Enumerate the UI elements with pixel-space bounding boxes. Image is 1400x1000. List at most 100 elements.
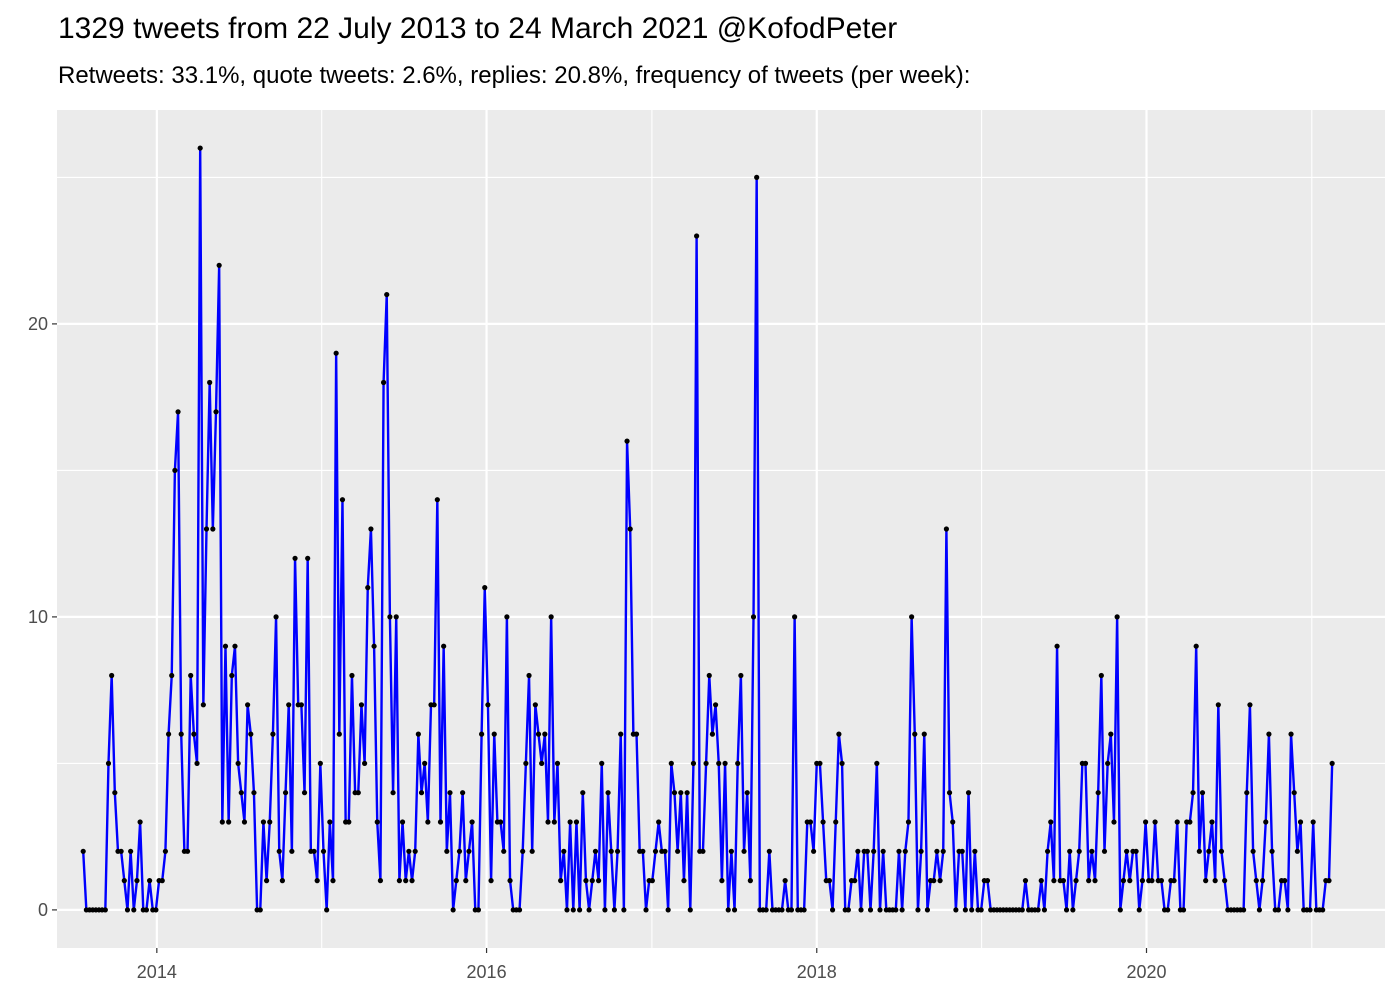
- data-point: [346, 819, 352, 825]
- data-point: [267, 819, 273, 825]
- data-point: [213, 409, 219, 415]
- data-point: [507, 878, 513, 884]
- data-point: [1035, 907, 1041, 913]
- data-point: [561, 848, 567, 854]
- data-point: [950, 819, 956, 825]
- data-point: [564, 907, 570, 913]
- data-point: [491, 731, 497, 737]
- data-point: [924, 907, 931, 913]
- data-point: [1288, 731, 1294, 737]
- data-point: [902, 848, 908, 854]
- data-point: [245, 702, 251, 708]
- data-point: [735, 760, 741, 767]
- data-point: [219, 819, 225, 825]
- data-point: [229, 672, 235, 679]
- data-point: [893, 907, 899, 913]
- data-point: [1297, 819, 1304, 825]
- data-point: [700, 848, 706, 854]
- data-point: [577, 907, 583, 913]
- data-point: [1329, 760, 1335, 767]
- data-point: [80, 848, 86, 854]
- x-tick-label: 2016: [467, 962, 507, 982]
- data-point: [545, 819, 551, 825]
- data-point: [399, 819, 406, 825]
- data-point: [425, 819, 431, 825]
- data-point: [1158, 878, 1165, 884]
- data-point: [946, 790, 953, 796]
- data-point: [159, 878, 165, 884]
- data-point: [728, 848, 734, 854]
- data-point: [899, 907, 905, 913]
- data-point: [1082, 760, 1089, 767]
- data-point: [207, 379, 213, 386]
- data-point: [738, 672, 744, 679]
- data-point: [712, 702, 719, 708]
- data-point: [222, 643, 229, 649]
- data-point: [1307, 907, 1313, 913]
- data-point: [327, 819, 333, 825]
- data-point: [826, 878, 833, 884]
- data-point: [788, 907, 795, 913]
- data-point: [1136, 907, 1142, 913]
- data-point: [1048, 819, 1054, 825]
- data-point: [1076, 848, 1082, 854]
- data-point: [276, 848, 282, 854]
- data-point: [406, 848, 412, 854]
- data-point: [649, 878, 655, 884]
- data-point: [640, 848, 646, 854]
- data-point: [1124, 848, 1130, 854]
- data-point: [422, 760, 428, 767]
- data-point: [384, 291, 390, 298]
- data-point: [905, 819, 912, 825]
- y-tick-label: 0: [38, 900, 48, 920]
- data-point: [1294, 848, 1300, 854]
- data-point: [877, 907, 883, 913]
- data-point: [1149, 878, 1155, 884]
- data-point: [475, 907, 482, 913]
- data-point: [959, 848, 965, 854]
- data-point: [1212, 878, 1218, 884]
- data-point: [282, 790, 289, 796]
- data-point: [684, 790, 690, 796]
- data-point: [232, 643, 238, 649]
- data-point: [792, 614, 798, 620]
- data-point: [731, 907, 738, 913]
- data-point: [147, 878, 153, 884]
- data-point: [709, 731, 716, 737]
- data-point: [1263, 819, 1269, 825]
- data-point: [124, 907, 131, 913]
- data-point: [188, 672, 194, 679]
- data-point: [586, 907, 592, 913]
- data-point: [1259, 878, 1266, 884]
- data-point: [175, 409, 181, 415]
- data-point: [962, 907, 968, 913]
- data-point: [627, 526, 633, 532]
- data-point: [722, 760, 728, 767]
- data-point: [377, 878, 384, 884]
- data-point: [1070, 907, 1076, 913]
- data-point: [314, 878, 320, 884]
- data-point: [716, 760, 722, 767]
- data-point: [516, 907, 523, 913]
- data-point: [415, 731, 421, 737]
- data-point: [687, 907, 693, 913]
- data-point: [1108, 731, 1114, 737]
- data-point: [368, 526, 374, 532]
- data-point: [1199, 790, 1206, 796]
- data-point: [694, 233, 700, 239]
- data-point: [1152, 819, 1158, 825]
- data-point: [1133, 848, 1139, 854]
- data-point: [1063, 907, 1070, 913]
- data-point: [855, 848, 861, 854]
- chart-title: 1329 tweets from 22 July 2013 to 24 Marc…: [58, 12, 898, 45]
- data-point: [558, 878, 564, 884]
- data-point: [725, 907, 731, 913]
- data-point: [801, 907, 807, 913]
- data-point: [1269, 848, 1275, 854]
- data-point: [896, 848, 902, 854]
- data-point: [1174, 819, 1180, 825]
- data-point: [210, 526, 216, 532]
- data-point: [1101, 848, 1108, 854]
- data-point: [235, 760, 241, 767]
- data-point: [270, 731, 276, 737]
